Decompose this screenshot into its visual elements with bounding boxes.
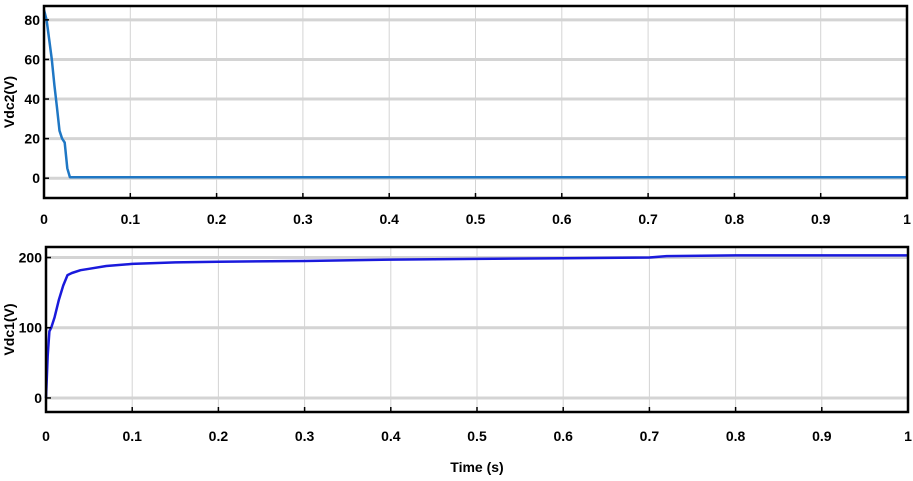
x-tick-label: 0.4 [379, 211, 399, 227]
x-tick-label: 0.3 [293, 211, 313, 227]
y-tick-label: 20 [24, 131, 40, 147]
series-line-0 [44, 254, 908, 399]
y-tick-label: 100 [19, 320, 43, 336]
x-tick-label: 0.5 [467, 428, 487, 444]
x-tick-label: 0.2 [207, 211, 227, 227]
x-tick-label: 0 [40, 211, 48, 227]
x-tick-label: 0.7 [638, 211, 658, 227]
x-tick-label: 0.8 [726, 428, 746, 444]
y-tick-label: 200 [19, 250, 43, 266]
vdc1-plot: 0 0.1 0.2 0.3 0.4 0.5 0.6 0.7 0.8 0.9 1 0 100 200 Vdc1… [1, 245, 912, 475]
x-tick-label: 1 [903, 211, 911, 227]
y-tick-label: 80 [24, 12, 40, 28]
x-tick-label: 0.7 [640, 428, 660, 444]
x-tick-label: 0.1 [121, 211, 141, 227]
series-line-0 [42, 9, 907, 179]
x-tick-label: 1 [904, 428, 912, 444]
x-tick-label: 0.1 [122, 428, 142, 444]
y-tick-label: 40 [24, 91, 40, 107]
x-tick-label: 0.6 [552, 211, 572, 227]
x-tick-label: 0.8 [725, 211, 745, 227]
x-tick-label: 0.9 [811, 211, 831, 227]
y-axis-title: Vdc2(V) [1, 76, 17, 128]
y-tick-label: 0 [34, 390, 42, 406]
y-tick-label: 60 [24, 51, 40, 67]
x-tick-label: 0 [42, 428, 50, 444]
x-tick-label: 0.5 [466, 211, 486, 227]
x-tick-label: 0.3 [295, 428, 315, 444]
x-tick-label: 0.2 [209, 428, 229, 444]
vdc2-plot: 0 0.1 0.2 0.3 0.4 0.5 0.6 0.7 0.8 0.9 1 0 20 40 60 80 Vd… [1, 4, 911, 227]
x-axis-title: Time (s) [450, 459, 503, 475]
x-tick-label: 0.6 [553, 428, 573, 444]
x-tick-label: 0.4 [381, 428, 401, 444]
x-tick-label: 0.9 [812, 428, 832, 444]
y-tick-label: 0 [32, 170, 40, 186]
y-axis-title: Vdc1(V) [1, 303, 17, 355]
